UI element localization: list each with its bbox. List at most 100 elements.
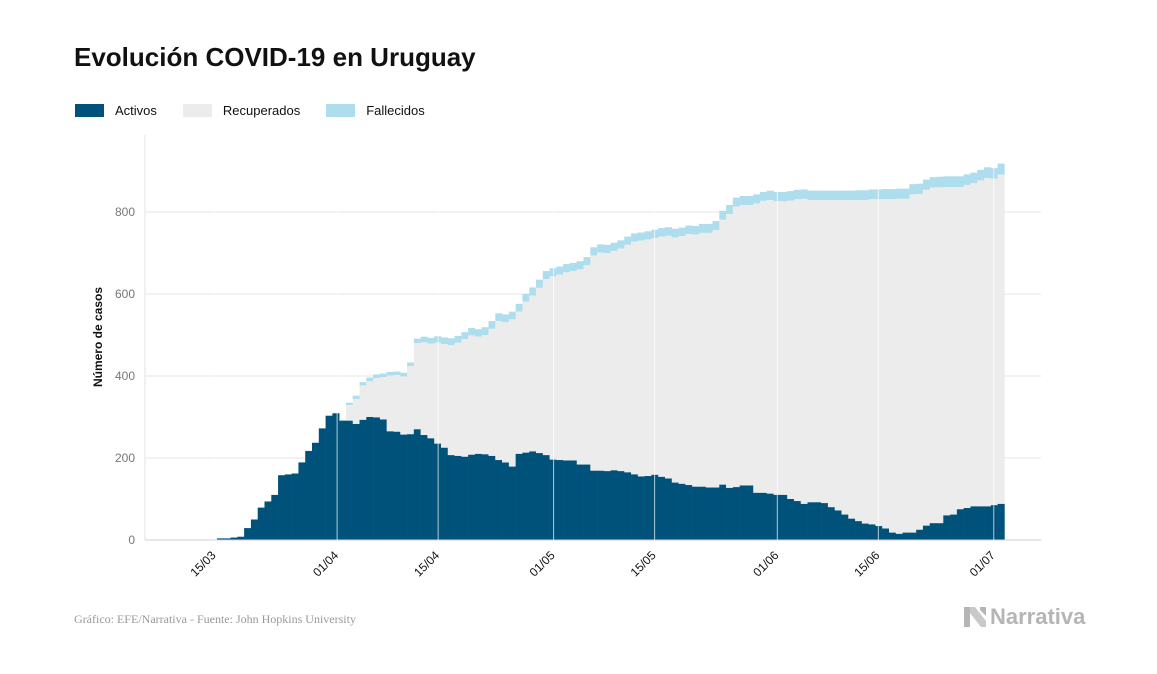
recuperados-bar: [760, 200, 768, 493]
fallecidos-bar: [488, 321, 496, 329]
recuperados-bar: [821, 200, 829, 504]
activos-bar: [990, 505, 998, 540]
x-tick-label: 01/07: [967, 548, 998, 579]
fallecidos-bar: [787, 191, 795, 201]
activos-bar: [563, 460, 571, 540]
recuperados-bar: [366, 381, 374, 417]
recuperados-bar: [855, 200, 863, 522]
fallecidos-bar: [379, 373, 387, 378]
fallecidos-bar: [366, 377, 374, 382]
fallecidos-bar: [529, 287, 537, 296]
recuperados-bar: [420, 342, 428, 436]
page-title: Evolución COVID-19 en Uruguay: [74, 42, 476, 72]
fallecidos-bar: [943, 176, 951, 187]
activos-bar: [250, 519, 258, 540]
recuperados-bar: [522, 301, 530, 453]
y-tick-label: 0: [128, 533, 135, 547]
x-tick-label: 15/05: [628, 548, 659, 579]
activos-bar: [793, 501, 802, 540]
fallecidos-bar: [726, 205, 734, 215]
fallecidos-bar: [814, 190, 822, 201]
recuperados-bar: [807, 200, 815, 503]
recuperados-bar: [875, 199, 883, 527]
activos-bar: [739, 485, 747, 540]
activos-bar: [956, 509, 964, 540]
recuperados-bar: [590, 255, 598, 471]
legend-item-activos: Activos: [75, 103, 157, 118]
activos-bar: [305, 451, 313, 540]
x-tick-label: 15/04: [411, 548, 442, 579]
activos-bar: [617, 471, 625, 540]
activos-bar: [393, 431, 401, 540]
fallecidos-bar: [909, 184, 917, 195]
activos-bar: [766, 493, 774, 540]
recuperados-bar: [678, 236, 686, 484]
activos-bar: [624, 472, 632, 540]
fallecidos-bar: [956, 176, 964, 187]
fallecidos-bar: [990, 168, 998, 179]
fallecidos-bar: [970, 172, 978, 184]
recuperados-bar: [929, 187, 937, 524]
fallecidos-bar: [841, 190, 849, 201]
fallecidos-bar: [454, 335, 462, 343]
recuperados-bar: [692, 234, 700, 487]
activos-bar: [929, 523, 937, 540]
recuperados-bar: [447, 345, 455, 456]
fallecidos-bar: [624, 236, 632, 245]
activos-bar: [257, 507, 265, 540]
activos-bar: [447, 455, 455, 540]
fallecidos-bar: [542, 271, 550, 280]
recuperados-bar: [685, 234, 693, 486]
activos-bar: [746, 485, 754, 540]
recuperados-bar: [888, 199, 897, 533]
recuperados-bar: [990, 178, 998, 506]
recuperados-bar: [841, 200, 849, 515]
activos-bar: [237, 536, 245, 540]
fallecidos-bar: [617, 240, 625, 249]
activos-bar: [658, 476, 666, 540]
recuperados-bar: [637, 240, 645, 477]
activos-bar: [271, 494, 279, 540]
fallecidos-bar: [760, 191, 768, 201]
recuperados-bar: [542, 279, 550, 456]
recuperados-bar: [671, 237, 679, 483]
activos-bar: [522, 452, 530, 540]
recuperados-bar: [800, 198, 808, 504]
x-tick-label: 01/06: [750, 548, 781, 579]
recuperados-bar: [719, 219, 727, 485]
recuperados-bar: [834, 200, 842, 511]
recuperados-bar: [746, 205, 754, 486]
recuperados-bar: [508, 319, 516, 467]
recuperados-bar: [868, 199, 876, 525]
activos-bar: [685, 485, 693, 540]
recuperados-bar: [515, 311, 523, 454]
legend-label-fallecidos: Fallecidos: [366, 103, 425, 118]
fallecidos-bar: [440, 337, 449, 345]
recuperados-bar: [732, 206, 740, 488]
fallecidos-bar: [420, 336, 428, 343]
activos-bar: [366, 417, 374, 540]
fallecidos-bar: [407, 362, 415, 367]
recuperados-bar: [902, 198, 910, 533]
fallecidos-bar: [583, 257, 591, 266]
recuperados-bar: [603, 253, 611, 472]
fallecidos-bar: [821, 190, 829, 201]
recuperados-bar: [936, 187, 944, 524]
activos-bar: [400, 434, 408, 540]
recuperados-bar: [787, 200, 795, 499]
fallecidos-bar: [732, 197, 740, 207]
recuperados-bar: [529, 295, 537, 452]
activos-bar: [576, 464, 584, 540]
activos-bar: [502, 462, 510, 540]
recuperados-bar: [481, 335, 489, 455]
activos-bar: [413, 429, 421, 540]
activos-bar: [379, 419, 387, 540]
legend-item-fallecidos: Fallecidos: [326, 103, 425, 118]
recuperados-bar: [956, 186, 964, 510]
fallecidos-bar: [637, 232, 645, 241]
fallecidos-bar: [352, 395, 360, 399]
recuperados-bar: [766, 200, 774, 494]
activos-bar: [644, 476, 652, 540]
activos-bar: [529, 451, 537, 540]
activos-bar: [631, 474, 639, 540]
